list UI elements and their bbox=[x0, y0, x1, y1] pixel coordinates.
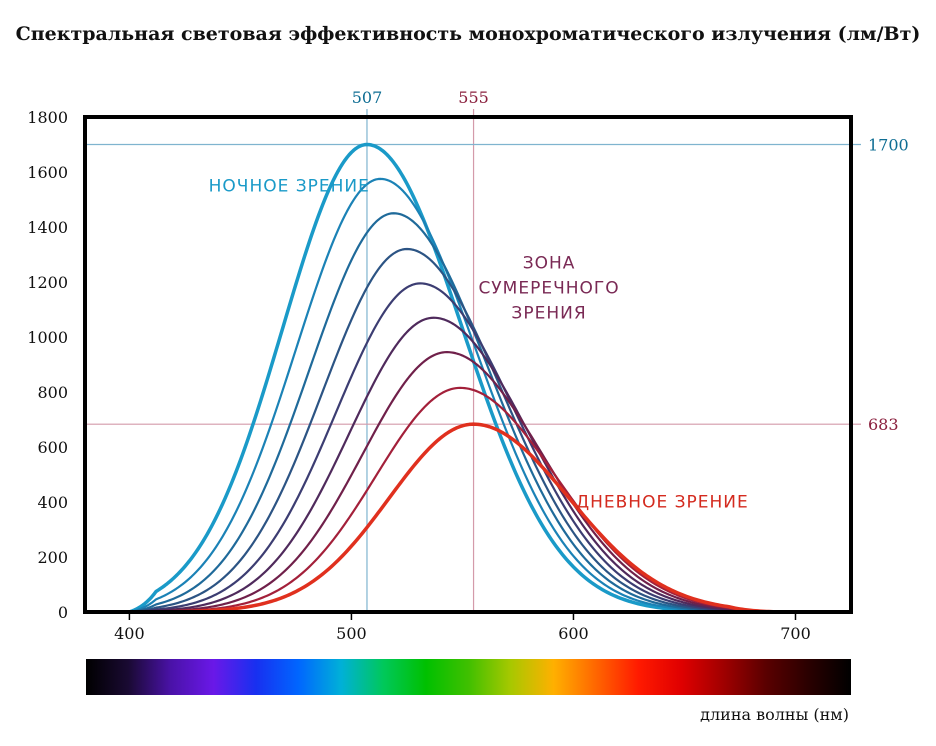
series-line-2 bbox=[129, 177, 785, 614]
y-tick-label: 600 bbox=[37, 438, 68, 457]
series-line-8 bbox=[129, 386, 785, 614]
series-line-7 bbox=[129, 351, 785, 614]
annotation-2-line-1: ЗОНА bbox=[523, 253, 576, 273]
y-tick-label: 200 bbox=[37, 548, 68, 567]
x-axis: 400 500 600 700 bbox=[114, 614, 811, 643]
y-tick-label: 1200 bbox=[27, 273, 68, 292]
ref-label-h-1700: 1700 bbox=[868, 136, 909, 155]
x-tick-label: 500 bbox=[336, 624, 367, 643]
annotations: НОЧНОЕ ЗРЕНИЕ ЗОНА СУМЕРЕЧНОГО ЗРЕНИЯ ДНЕВНО… bbox=[209, 176, 749, 513]
annotation-3-line-1: ДНЕВНОЕ ЗРЕНИЕ bbox=[576, 493, 749, 513]
ref-label-v-507: 507 bbox=[352, 88, 383, 107]
y-tick-label: 400 bbox=[37, 493, 68, 512]
plot-frame bbox=[83, 115, 853, 614]
y-tick-label: 1600 bbox=[27, 163, 68, 182]
series-line-9 bbox=[129, 422, 785, 614]
series-line-1 bbox=[128, 142, 785, 614]
spectrum-bar bbox=[86, 659, 851, 695]
y-tick-label: 0 bbox=[58, 603, 68, 622]
x-axis-label: длина волны (нм) bbox=[700, 705, 849, 724]
chart-title: Спектральная световая эффективность моно… bbox=[16, 23, 921, 45]
x-tick-label: 600 bbox=[558, 624, 589, 643]
y-tick-label: 1000 bbox=[27, 328, 68, 347]
series-line-4 bbox=[129, 247, 785, 614]
annotation-1-line-1: НОЧНОЕ ЗРЕНИЕ bbox=[209, 176, 370, 196]
y-tick-label: 1800 bbox=[27, 108, 68, 127]
series-line-6 bbox=[129, 316, 785, 614]
x-tick-label: 400 bbox=[114, 624, 145, 643]
curves bbox=[128, 142, 785, 614]
series-line-5 bbox=[129, 282, 785, 614]
y-tick-label: 800 bbox=[37, 383, 68, 402]
y-tick-label: 1400 bbox=[27, 218, 68, 237]
ref-label-v-555: 555 bbox=[458, 88, 489, 107]
x-tick-label: 700 bbox=[780, 624, 811, 643]
annotation-2-line-2: СУМЕРЕЧНОГО bbox=[478, 278, 619, 298]
series-line-3 bbox=[129, 212, 785, 614]
y-axis: 0 200 400 600 800 1000 1200 1400 1600 1800 bbox=[27, 108, 68, 622]
annotation-2-line-3: ЗРЕНИЯ bbox=[511, 303, 586, 323]
ref-label-h-683: 683 bbox=[868, 415, 899, 434]
